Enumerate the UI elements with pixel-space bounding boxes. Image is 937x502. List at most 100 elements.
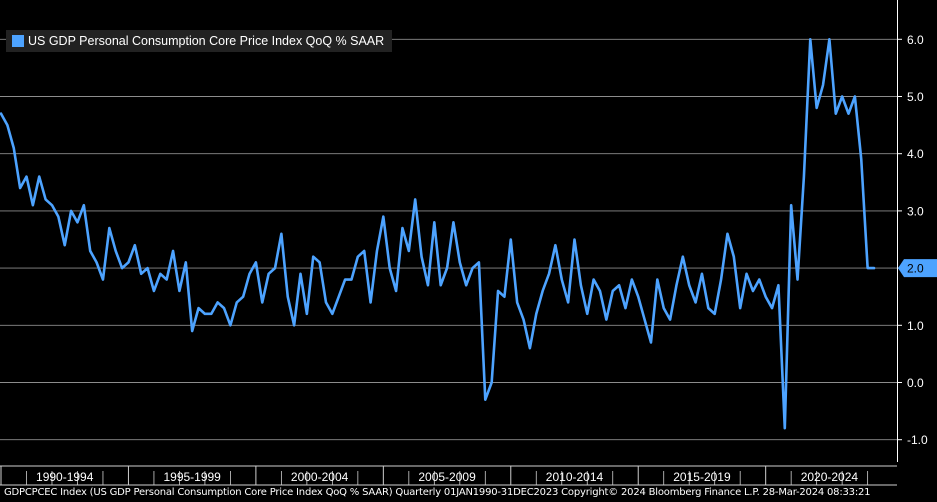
data-point — [822, 84, 824, 86]
data-point — [325, 301, 327, 303]
data-point — [210, 313, 212, 315]
data-point — [408, 250, 410, 252]
data-point — [733, 255, 735, 257]
data-point — [548, 273, 550, 275]
data-point — [338, 296, 340, 298]
data-point — [535, 313, 537, 315]
data-point — [223, 307, 225, 309]
data-point — [293, 324, 295, 326]
series-line — [0, 37, 876, 430]
data-point — [70, 210, 72, 212]
y-tick-label: 5.0 — [907, 90, 924, 104]
y-tick-label: 6.0 — [907, 33, 924, 47]
y-tick-label: 0.0 — [907, 376, 924, 390]
data-point — [478, 261, 480, 263]
data-point — [236, 301, 238, 303]
data-point — [389, 267, 391, 269]
data-point — [382, 215, 384, 217]
data-point — [860, 158, 862, 160]
data-point — [146, 267, 148, 269]
data-point — [561, 278, 563, 280]
y-tick-label: 4.0 — [907, 147, 924, 161]
data-point — [612, 290, 614, 292]
data-point — [599, 290, 601, 292]
data-point — [433, 221, 435, 223]
data-point — [172, 250, 174, 252]
data-point — [350, 278, 352, 280]
data-point — [357, 255, 359, 257]
y-tick-label: -1.0 — [907, 433, 928, 447]
data-point — [631, 278, 633, 280]
data-point — [796, 278, 798, 280]
data-point — [688, 284, 690, 286]
data-point — [363, 250, 365, 252]
data-point — [83, 204, 85, 206]
data-point — [439, 284, 441, 286]
data-point — [185, 261, 187, 263]
data-point — [51, 204, 53, 206]
data-point — [159, 273, 161, 275]
data-point — [38, 175, 40, 177]
data-point — [529, 347, 531, 349]
data-point — [745, 273, 747, 275]
data-point — [713, 313, 715, 315]
data-point — [299, 273, 301, 275]
data-point — [376, 250, 378, 252]
data-point — [720, 278, 722, 280]
y-tick-label: 3.0 — [907, 204, 924, 218]
data-point — [331, 313, 333, 315]
data-point — [318, 261, 320, 263]
legend-swatch — [12, 35, 24, 47]
data-point — [541, 290, 543, 292]
data-point — [287, 296, 289, 298]
data-point — [261, 301, 263, 303]
data-point — [694, 301, 696, 303]
x-period-label: 2015-2019 — [673, 470, 731, 484]
data-point — [89, 250, 91, 252]
y-tick-label: 1.0 — [907, 319, 924, 333]
data-point — [420, 255, 422, 257]
data-point — [866, 267, 868, 269]
data-point — [459, 261, 461, 263]
data-point — [675, 284, 677, 286]
data-point — [369, 301, 371, 303]
data-point — [490, 381, 492, 383]
data-point — [726, 233, 728, 235]
data-point — [522, 318, 524, 320]
data-point — [707, 307, 709, 309]
data-point — [274, 267, 276, 269]
data-point — [95, 261, 97, 263]
data-point — [191, 330, 193, 332]
data-point — [637, 296, 639, 298]
data-point — [115, 250, 117, 252]
data-point — [764, 296, 766, 298]
data-point — [306, 313, 308, 315]
data-point — [835, 112, 837, 114]
data-point — [395, 290, 397, 292]
data-point — [216, 301, 218, 303]
data-point — [121, 267, 123, 269]
data-point — [815, 107, 817, 109]
data-point — [312, 255, 314, 257]
data-point — [605, 318, 607, 320]
data-point — [656, 278, 658, 280]
data-point — [248, 273, 250, 275]
x-period-label: 1990-1994 — [36, 470, 94, 484]
current-value-tag — [898, 259, 937, 278]
data-point — [777, 284, 779, 286]
x-period-label: 2020-2024 — [801, 470, 859, 484]
data-point — [847, 112, 849, 114]
data-point — [13, 147, 15, 149]
data-point — [484, 398, 486, 400]
data-point — [554, 244, 556, 246]
data-point — [784, 427, 786, 429]
data-point — [790, 204, 792, 206]
data-point — [758, 278, 760, 280]
data-point — [650, 341, 652, 343]
data-point — [127, 261, 129, 263]
footer-source-text: GDPCPCEC Index (US GDP Personal Consumpt… — [4, 487, 871, 498]
data-point — [446, 267, 448, 269]
data-point — [197, 307, 199, 309]
data-point — [32, 204, 34, 206]
